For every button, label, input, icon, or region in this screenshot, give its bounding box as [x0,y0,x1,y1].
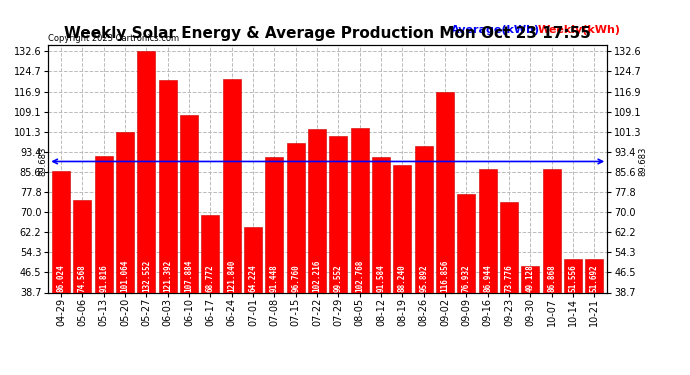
Text: 91.816: 91.816 [99,264,108,292]
Text: 86.944: 86.944 [483,264,492,292]
Text: 121.840: 121.840 [227,260,236,292]
Text: 89.683: 89.683 [638,147,647,176]
Bar [223,79,241,375]
Text: Weekly(kWh): Weekly(kWh) [538,25,620,35]
Bar [244,227,262,375]
Bar [116,132,134,375]
Text: Copyright 2023 Cartronics.com: Copyright 2023 Cartronics.com [48,33,179,42]
Bar [201,215,219,375]
Title: Weekly Solar Energy & Average Production Mon Oct 23 17:55: Weekly Solar Energy & Average Production… [64,26,591,41]
Bar [159,80,177,375]
Text: 132.552: 132.552 [142,260,151,292]
Bar [585,259,604,375]
Text: 121.392: 121.392 [164,260,172,292]
Text: 107.884: 107.884 [185,260,194,292]
Bar [542,169,561,375]
Bar [564,260,582,375]
Bar [436,92,454,375]
Bar [522,266,540,375]
Bar [500,202,518,375]
Text: 91.448: 91.448 [270,264,279,292]
Text: 89.683: 89.683 [38,147,47,176]
Text: 73.776: 73.776 [504,264,513,292]
Text: 49.128: 49.128 [526,264,535,292]
Bar [329,136,348,375]
Text: 88.240: 88.240 [398,264,407,292]
Text: 102.768: 102.768 [355,260,364,292]
Text: 51.556: 51.556 [569,264,578,292]
Bar [52,171,70,375]
Bar [479,168,497,375]
Text: 96.760: 96.760 [291,264,300,292]
Text: 76.932: 76.932 [462,264,471,292]
Text: 86.024: 86.024 [57,264,66,292]
Bar [457,194,475,375]
Text: 102.216: 102.216 [313,260,322,292]
Text: 91.584: 91.584 [377,264,386,292]
Bar [286,143,305,375]
Bar [180,115,198,375]
Text: 116.856: 116.856 [441,260,450,292]
Text: Average(kWh): Average(kWh) [451,25,540,35]
Bar [393,165,411,375]
Text: 95.892: 95.892 [420,264,428,292]
Bar [266,157,284,375]
Text: 74.568: 74.568 [78,264,87,292]
Bar [415,146,433,375]
Bar [372,157,390,375]
Text: 64.224: 64.224 [248,264,257,292]
Text: 86.868: 86.868 [547,264,556,292]
Text: 68.772: 68.772 [206,264,215,292]
Bar [351,128,369,375]
Text: 101.064: 101.064 [121,260,130,292]
Text: 51.692: 51.692 [590,264,599,292]
Bar [95,156,113,375]
Text: 99.552: 99.552 [334,264,343,292]
Bar [73,200,92,375]
Bar [308,129,326,375]
Bar [137,51,155,375]
